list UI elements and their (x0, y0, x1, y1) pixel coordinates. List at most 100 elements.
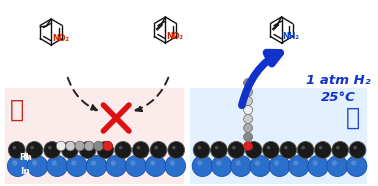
Circle shape (130, 161, 136, 166)
Circle shape (313, 161, 318, 166)
Circle shape (8, 155, 28, 177)
Circle shape (244, 78, 253, 87)
Circle shape (44, 142, 60, 158)
Text: 1 atm H₂
25°C: 1 atm H₂ 25°C (307, 74, 371, 103)
Circle shape (84, 146, 87, 150)
Text: NO₂: NO₂ (52, 34, 69, 43)
Circle shape (101, 146, 105, 150)
Circle shape (332, 142, 349, 158)
Circle shape (293, 161, 299, 166)
Circle shape (84, 141, 94, 151)
Circle shape (79, 142, 96, 158)
Circle shape (136, 146, 140, 150)
Text: NH₂: NH₂ (282, 32, 299, 41)
Circle shape (103, 141, 113, 151)
Circle shape (75, 141, 84, 151)
Text: 👎: 👎 (10, 98, 24, 122)
Circle shape (211, 155, 232, 177)
Circle shape (145, 155, 166, 177)
Circle shape (228, 142, 245, 158)
Circle shape (12, 146, 16, 150)
Circle shape (56, 141, 66, 151)
Circle shape (244, 87, 253, 97)
Circle shape (269, 155, 290, 177)
Circle shape (168, 142, 184, 158)
Circle shape (263, 142, 279, 158)
Circle shape (244, 97, 253, 105)
Circle shape (8, 142, 25, 158)
Polygon shape (5, 88, 184, 184)
Circle shape (280, 142, 297, 158)
Circle shape (32, 161, 37, 166)
Circle shape (97, 142, 114, 158)
Circle shape (336, 146, 340, 150)
Circle shape (249, 146, 253, 150)
Circle shape (284, 146, 288, 150)
Circle shape (215, 146, 218, 150)
Text: NO₂: NO₂ (166, 32, 183, 41)
Circle shape (30, 146, 34, 150)
Circle shape (91, 161, 96, 166)
Text: 👍: 👍 (345, 106, 359, 130)
Circle shape (94, 141, 103, 151)
Circle shape (245, 142, 262, 158)
Circle shape (66, 141, 75, 151)
Circle shape (150, 161, 155, 166)
Circle shape (274, 161, 279, 166)
Circle shape (232, 146, 236, 150)
Text: In: In (20, 166, 29, 176)
Circle shape (235, 161, 241, 166)
Circle shape (52, 161, 57, 166)
Circle shape (349, 142, 366, 158)
Circle shape (244, 124, 253, 132)
Circle shape (332, 161, 337, 166)
Circle shape (351, 161, 356, 166)
Circle shape (48, 146, 52, 150)
Circle shape (86, 155, 107, 177)
Circle shape (62, 142, 78, 158)
Circle shape (353, 146, 357, 150)
Circle shape (211, 142, 227, 158)
Circle shape (319, 146, 322, 150)
Circle shape (192, 155, 213, 177)
Circle shape (165, 155, 186, 177)
Circle shape (244, 132, 253, 142)
Circle shape (197, 161, 202, 166)
Circle shape (297, 142, 314, 158)
Circle shape (170, 161, 175, 166)
Text: Rh: Rh (20, 153, 33, 161)
Circle shape (301, 146, 305, 150)
Circle shape (255, 161, 260, 166)
Circle shape (244, 142, 253, 150)
Circle shape (250, 155, 271, 177)
Circle shape (26, 142, 43, 158)
Circle shape (346, 155, 367, 177)
Circle shape (154, 146, 158, 150)
Circle shape (172, 146, 176, 150)
Circle shape (71, 161, 76, 166)
Circle shape (66, 146, 70, 150)
Circle shape (115, 142, 132, 158)
Circle shape (193, 142, 210, 158)
Circle shape (314, 142, 331, 158)
Circle shape (216, 161, 222, 166)
Circle shape (308, 155, 328, 177)
Circle shape (12, 161, 17, 166)
Circle shape (125, 155, 146, 177)
Circle shape (106, 155, 127, 177)
Polygon shape (190, 88, 367, 184)
Circle shape (47, 155, 67, 177)
Circle shape (267, 146, 270, 150)
Circle shape (67, 155, 87, 177)
Circle shape (27, 155, 48, 177)
Circle shape (288, 155, 309, 177)
Circle shape (231, 155, 251, 177)
Circle shape (197, 146, 201, 150)
Circle shape (244, 115, 253, 124)
Circle shape (111, 161, 116, 166)
Circle shape (119, 146, 122, 150)
Circle shape (150, 142, 167, 158)
Circle shape (327, 155, 348, 177)
Circle shape (132, 142, 149, 158)
Circle shape (244, 105, 253, 115)
